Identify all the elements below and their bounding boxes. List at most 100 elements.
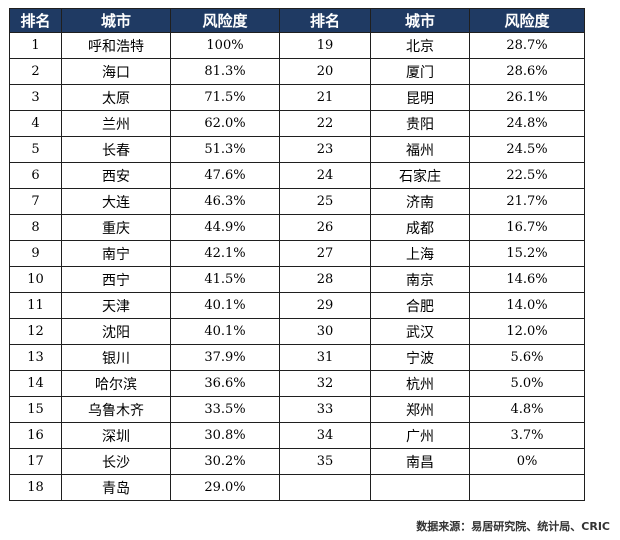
- table-row: 1 呼和浩特 100% 19 北京 28.7%: [9, 32, 585, 59]
- risk-cell: 51.3%: [170, 136, 280, 163]
- risk-cell: 47.6%: [170, 162, 280, 189]
- risk-cell: 28.7%: [469, 32, 585, 59]
- rank-cell: 28: [279, 266, 371, 293]
- rank-cell: 33: [279, 396, 371, 423]
- risk-cell: 33.5%: [170, 396, 280, 423]
- rank-cell: 1: [9, 32, 62, 59]
- risk-cell: 16.7%: [469, 214, 585, 241]
- rank-cell: 18: [9, 474, 62, 501]
- city-cell: 深圳: [61, 422, 171, 449]
- data-source-note: 数据来源：易居研究院、统计局、CRIC: [416, 520, 610, 533]
- rank-cell: 25: [279, 188, 371, 215]
- city-cell: 大连: [61, 188, 171, 215]
- rank-cell: 16: [9, 422, 62, 449]
- rank-cell: 26: [279, 214, 371, 241]
- risk-cell: 15.2%: [469, 240, 585, 267]
- table-row: 16 深圳 30.8% 34 广州 3.7%: [9, 422, 585, 449]
- city-cell: 济南: [370, 188, 470, 215]
- risk-cell: 40.1%: [170, 292, 280, 319]
- risk-cell: 71.5%: [170, 84, 280, 111]
- table-row: 2 海口 81.3% 20 厦门 28.6%: [9, 58, 585, 85]
- city-cell: 杭州: [370, 370, 470, 397]
- city-cell: 兰州: [61, 110, 171, 137]
- city-cell: 呼和浩特: [61, 32, 171, 59]
- risk-cell: 41.5%: [170, 266, 280, 293]
- header-city: 城市: [370, 8, 470, 33]
- city-cell: 合肥: [370, 292, 470, 319]
- table-row: 17 长沙 30.2% 35 南昌 0%: [9, 448, 585, 475]
- city-cell: 石家庄: [370, 162, 470, 189]
- header-row: 排名 城市 风险度 排名 城市 风险度: [9, 8, 585, 33]
- city-cell: 南京: [370, 266, 470, 293]
- risk-cell: 3.7%: [469, 422, 585, 449]
- city-cell: 西宁: [61, 266, 171, 293]
- table-body: 1 呼和浩特 100% 19 北京 28.7% 2 海口 81.3% 20 厦门 28.6% 3 太原 71…: [9, 32, 585, 501]
- header-city: 城市: [61, 8, 171, 33]
- risk-cell: 40.1%: [170, 318, 280, 345]
- city-cell: 厦门: [370, 58, 470, 85]
- rank-cell: 3: [9, 84, 62, 111]
- city-cell: 上海: [370, 240, 470, 267]
- risk-cell: [469, 474, 585, 501]
- header-rank: 排名: [279, 8, 371, 33]
- table-row: 7 大连 46.3% 25 济南 21.7%: [9, 188, 585, 215]
- city-cell: 宁波: [370, 344, 470, 371]
- city-cell: 长春: [61, 136, 171, 163]
- city-cell: 北京: [370, 32, 470, 59]
- rank-cell: 27: [279, 240, 371, 267]
- header-rank: 排名: [9, 8, 62, 33]
- table-row: 4 兰州 62.0% 22 贵阳 24.8%: [9, 110, 585, 137]
- rank-cell: 10: [9, 266, 62, 293]
- risk-cell: 5.6%: [469, 344, 585, 371]
- city-cell: 长沙: [61, 448, 171, 475]
- rank-cell: 15: [9, 396, 62, 423]
- risk-cell: 26.1%: [469, 84, 585, 111]
- risk-cell: 21.7%: [469, 188, 585, 215]
- rank-cell: 30: [279, 318, 371, 345]
- rank-cell: 5: [9, 136, 62, 163]
- risk-cell: 22.5%: [469, 162, 585, 189]
- rank-cell: 24: [279, 162, 371, 189]
- table-row: 13 银川 37.9% 31 宁波 5.6%: [9, 344, 585, 371]
- risk-cell: 4.8%: [469, 396, 585, 423]
- risk-ranking-table: 排名 城市 风险度 排名 城市 风险度 1 呼和浩特 100% 19 北京 28.7% 2 海…: [9, 8, 585, 501]
- risk-cell: 62.0%: [170, 110, 280, 137]
- risk-cell: 46.3%: [170, 188, 280, 215]
- rank-cell: 12: [9, 318, 62, 345]
- rank-cell: 19: [279, 32, 371, 59]
- rank-cell: 11: [9, 292, 62, 319]
- rank-cell: [279, 474, 371, 501]
- risk-cell: 12.0%: [469, 318, 585, 345]
- rank-cell: 31: [279, 344, 371, 371]
- rank-cell: 35: [279, 448, 371, 475]
- rank-cell: 34: [279, 422, 371, 449]
- risk-cell: 37.9%: [170, 344, 280, 371]
- risk-cell: 24.8%: [469, 110, 585, 137]
- city-cell: 哈尔滨: [61, 370, 171, 397]
- table-row: 5 长春 51.3% 23 福州 24.5%: [9, 136, 585, 163]
- rank-cell: 8: [9, 214, 62, 241]
- rank-cell: 9: [9, 240, 62, 267]
- risk-cell: 5.0%: [469, 370, 585, 397]
- city-cell: 昆明: [370, 84, 470, 111]
- city-cell: [370, 474, 470, 501]
- city-cell: 武汉: [370, 318, 470, 345]
- city-cell: 福州: [370, 136, 470, 163]
- table-row: 8 重庆 44.9% 26 成都 16.7%: [9, 214, 585, 241]
- rank-cell: 32: [279, 370, 371, 397]
- city-cell: 海口: [61, 58, 171, 85]
- table-row: 18 青岛 29.0%: [9, 474, 585, 501]
- rank-cell: 20: [279, 58, 371, 85]
- risk-cell: 81.3%: [170, 58, 280, 85]
- city-cell: 郑州: [370, 396, 470, 423]
- table-row: 3 太原 71.5% 21 昆明 26.1%: [9, 84, 585, 111]
- risk-cell: 24.5%: [469, 136, 585, 163]
- risk-cell: 30.2%: [170, 448, 280, 475]
- risk-cell: 0%: [469, 448, 585, 475]
- table-row: 11 天津 40.1% 29 合肥 14.0%: [9, 292, 585, 319]
- risk-cell: 100%: [170, 32, 280, 59]
- rank-cell: 22: [279, 110, 371, 137]
- risk-cell: 29.0%: [170, 474, 280, 501]
- header-risk: 风险度: [170, 8, 280, 33]
- rank-cell: 17: [9, 448, 62, 475]
